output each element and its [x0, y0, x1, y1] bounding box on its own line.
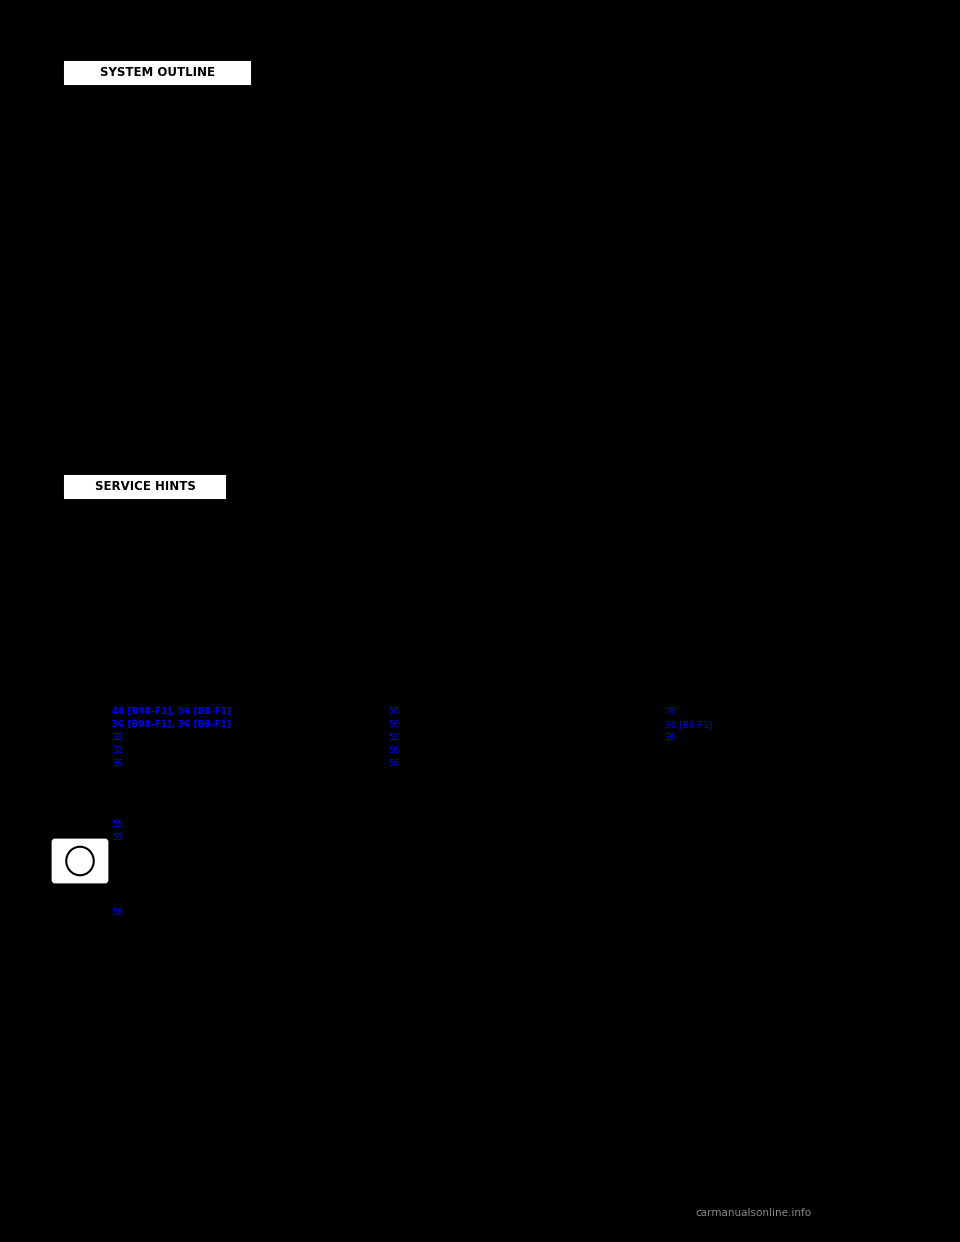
Text: SERVICE HINTS: SERVICE HINTS — [95, 481, 196, 493]
Text: 32: 32 — [112, 733, 124, 741]
Text: carmanualsonline.info: carmanualsonline.info — [695, 1208, 811, 1218]
Text: 55: 55 — [112, 833, 124, 842]
FancyBboxPatch shape — [65, 62, 250, 84]
Text: 32: 32 — [112, 746, 124, 755]
FancyBboxPatch shape — [53, 840, 107, 882]
Text: 56: 56 — [112, 908, 124, 917]
Ellipse shape — [66, 847, 94, 876]
Text: 48 [B98-F1], 56 [B8-F1]: 48 [B98-F1], 56 [B8-F1] — [112, 707, 231, 715]
Text: 36 [B98-F1], 36 [B8-F1]: 36 [B98-F1], 36 [B8-F1] — [112, 720, 231, 729]
Text: 56: 56 — [388, 759, 399, 768]
Text: 36: 36 — [112, 759, 124, 768]
Text: 52: 52 — [388, 733, 399, 741]
Text: 36: 36 — [665, 733, 677, 741]
Text: 56: 56 — [388, 746, 399, 755]
Text: SYSTEM OUTLINE: SYSTEM OUTLINE — [100, 67, 215, 79]
Text: 76: 76 — [665, 707, 677, 715]
Text: 55: 55 — [112, 820, 124, 828]
Text: 36 [B8-F1]: 36 [B8-F1] — [665, 720, 712, 729]
FancyBboxPatch shape — [65, 476, 225, 498]
Text: 56: 56 — [388, 720, 399, 729]
Text: 56: 56 — [388, 707, 399, 715]
